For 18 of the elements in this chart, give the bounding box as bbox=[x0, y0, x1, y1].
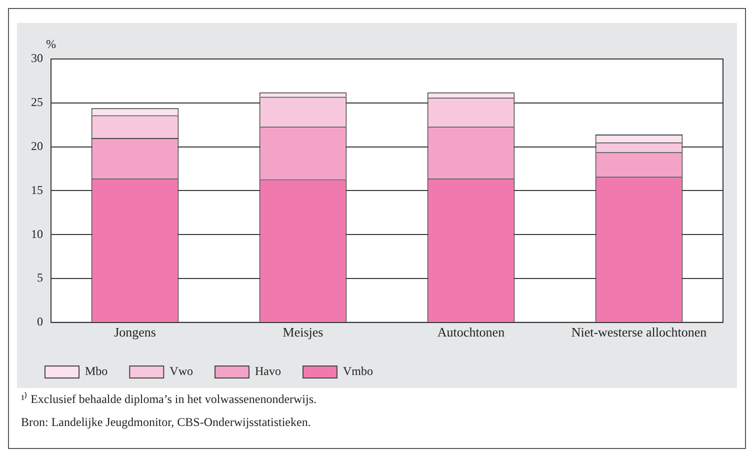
text: Bron: Landelijke Jeugdmonitor, CBS-Onderwijsstatistieken. bbox=[21, 415, 312, 430]
y-tick-label: 15 bbox=[31, 182, 43, 197]
y-tick-label: 5 bbox=[37, 270, 43, 285]
text: ¹⁾ Exclusief behaalde diploma’s in het volwassenenonderwijs. bbox=[21, 391, 318, 407]
y-tick-label: 25 bbox=[31, 95, 43, 110]
x-tick-label: Jongens bbox=[114, 324, 156, 340]
legend-label: Vmbo bbox=[342, 364, 373, 378]
x-tick-label: Niet-westerse allochtonen bbox=[571, 324, 708, 340]
y-axis-title: % bbox=[46, 37, 56, 52]
y-tick-label: 20 bbox=[31, 138, 43, 153]
y-tick-label: 0 bbox=[37, 314, 43, 329]
legend-label: Vwo bbox=[170, 364, 194, 378]
y-tick-label: 30 bbox=[31, 51, 43, 66]
x-tick-label: Meisjes bbox=[282, 324, 324, 340]
y-tick-label: 10 bbox=[31, 226, 43, 241]
legend-label: Havo bbox=[255, 364, 281, 378]
legend-label: Mbo bbox=[85, 364, 108, 378]
x-tick-label: Autochtonen bbox=[437, 324, 506, 340]
